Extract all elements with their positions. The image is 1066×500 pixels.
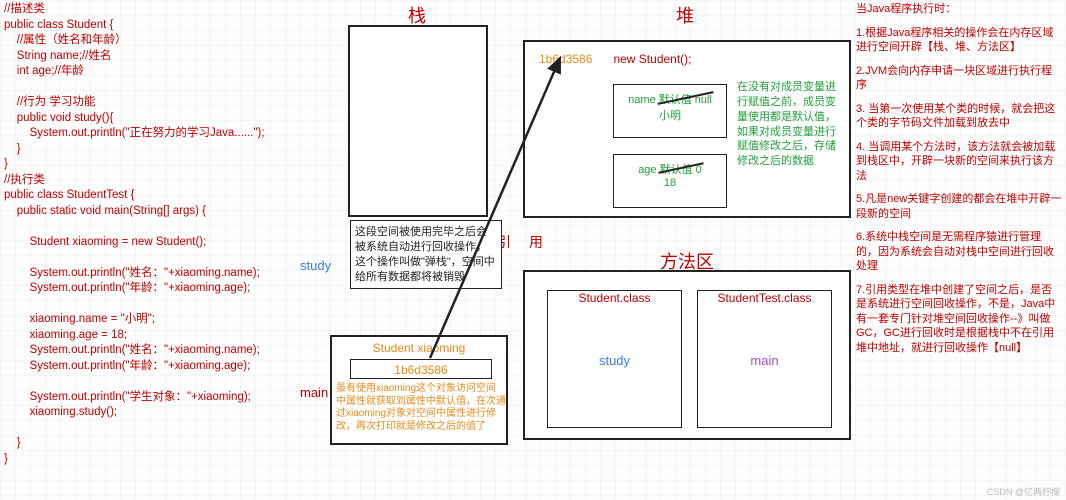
watermark: CSDN @亿两柠檬 [987, 485, 1060, 498]
stack-box [348, 25, 488, 217]
student-class-label: Student.class [548, 291, 681, 305]
note-6: 6.系统中栈空间是无需程序猿进行管理的，因为系统会自动对栈中空间进行回收处理 [856, 230, 1062, 274]
note-7: 7.引用类型在堆中创建了空间之后，是否是系统进行空间回收操作，不是，Java中有… [856, 283, 1062, 356]
heap-default-note: 在没有对成员变量进行赋值之前，成员变量使用都是默认值，如果对成员变量进行赋值修改… [737, 80, 845, 169]
class-box-student: Student.class study [547, 290, 682, 428]
reference-label: 引用 [497, 232, 561, 252]
heap-title: 堆 [676, 2, 694, 28]
note-intro: 当Java程序执行时： [856, 2, 1062, 17]
xiaoming-access-note: 虽有使用xiaoming这个对象访问空间中属性就获取到属性中默认值，在次通过xi… [336, 383, 506, 433]
note-2: 2.JVM会向内存申请一块区域进行执行程序 [856, 64, 1062, 93]
studenttest-class-label: StudentTest.class [698, 291, 831, 305]
frame-var-name: Student xiaoming [332, 337, 506, 355]
method-area-box: Student.class study StudentTest.class ma… [523, 270, 851, 440]
heap-age-value: 18 [664, 177, 676, 189]
stack-recycle-note: 这段空间被使用完毕之后会被系统自动进行回收操作，这个操作叫做"弹栈"，空间中给所… [350, 220, 502, 289]
heap-field-name: name [628, 94, 656, 106]
note-3: 3. 当第一次使用某个类的时候，就会把这个类的字节码文件加载到放去中 [856, 102, 1062, 131]
heap-age-default: 默认值 0 [660, 161, 702, 177]
student-method-study: study [548, 353, 681, 368]
note-1: 1.根据Java程序相关的操作会在内存区域进行空间开辟【栈、堆、方法区】 [856, 26, 1062, 55]
stack-frame-main: Student xiaoming 1b6d3586 虽有使用xiaoming这个… [330, 335, 508, 445]
heap-name-default: 默认值 null [659, 91, 712, 107]
heap-hash: 1b6d3586 [539, 52, 592, 66]
class-box-studenttest: StudentTest.class main [697, 290, 832, 428]
source-code: //描述类 public class Student { //属性（姓名和年龄）… [4, 2, 304, 467]
heap-age-box: age 默认值 0 18 [613, 154, 727, 208]
study-pointer-label: study [300, 258, 331, 273]
studenttest-method-main: main [698, 353, 831, 368]
heap-name-value: 小明 [659, 110, 681, 122]
explanation-notes: 当Java程序执行时： 1.根据Java程序相关的操作会在内存区域进行空间开辟【… [856, 2, 1062, 364]
heap-name-box: name 默认值 null 小明 [613, 84, 727, 138]
heap-box: 1b6d3586 new Student(); name 默认值 null 小明… [523, 40, 851, 218]
note-4: 4. 当调用某个方法时，该方法就会被加载到栈区中，开辟一块新的空间来执行该方法 [856, 140, 1062, 184]
heap-field-age: age [638, 164, 656, 176]
frame-hash: 1b6d3586 [394, 363, 447, 377]
note-5: 5.凡是new关键字创建的都会在堆中开辟一段新的空间 [856, 192, 1062, 221]
frame-var-value-box: 1b6d3586 [350, 359, 492, 379]
main-pointer-label: main [300, 385, 328, 400]
heap-new-student: new Student(); [613, 52, 691, 66]
